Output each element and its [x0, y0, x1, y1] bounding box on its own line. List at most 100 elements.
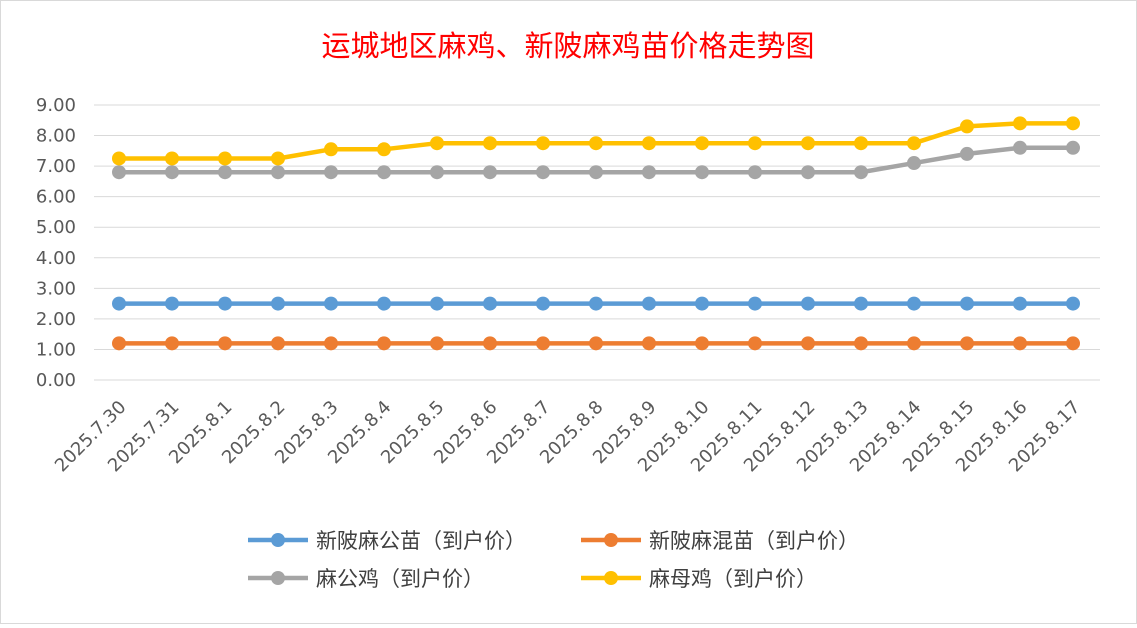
data-point — [642, 136, 656, 151]
legend-label: 新陂麻公苗（到户价） — [316, 529, 526, 553]
data-point — [695, 336, 709, 351]
data-point — [695, 136, 709, 151]
data-point — [112, 165, 126, 180]
data-point — [960, 296, 974, 311]
data-point — [112, 151, 126, 166]
data-point — [854, 336, 868, 351]
legend-item: 麻母鸡（到户价） — [581, 567, 817, 591]
series-1 — [112, 336, 1080, 351]
data-point — [271, 336, 285, 351]
gridlines — [94, 104, 1100, 381]
data-point — [536, 165, 550, 180]
data-point — [589, 336, 603, 351]
data-point — [801, 336, 815, 351]
legend-marker — [271, 533, 285, 547]
series-3 — [112, 116, 1080, 166]
data-point — [165, 165, 179, 180]
data-point — [1066, 336, 1080, 351]
data-point — [324, 165, 338, 180]
data-point — [377, 142, 391, 157]
data-point — [324, 142, 338, 157]
data-point — [1066, 296, 1080, 311]
data-point — [112, 336, 126, 351]
data-point — [801, 296, 815, 311]
series-2 — [112, 140, 1080, 180]
legend-label: 麻母鸡（到户价） — [649, 567, 817, 591]
data-point — [165, 151, 179, 166]
y-tick-label: 9.00 — [36, 95, 76, 116]
data-point — [536, 136, 550, 151]
data-point — [589, 165, 603, 180]
data-point — [483, 336, 497, 351]
data-point — [271, 151, 285, 166]
data-point — [748, 296, 762, 311]
legend: 新陂麻公苗（到户价） 新陂麻混苗（到户价） 麻公鸡（到户价） 麻母鸡（到户价） — [248, 529, 859, 591]
data-point — [642, 165, 656, 180]
y-tick-label: 1.00 — [36, 339, 76, 360]
legend-label: 麻公鸡（到户价） — [316, 567, 484, 591]
legend-item: 新陂麻公苗（到户价） — [248, 529, 526, 553]
data-point — [960, 336, 974, 351]
legend-item: 新陂麻混苗（到户价） — [581, 529, 859, 553]
data-point — [377, 336, 391, 351]
legend-marker — [604, 533, 618, 547]
data-point — [483, 165, 497, 180]
data-point — [801, 165, 815, 180]
data-point — [907, 296, 921, 311]
data-point — [960, 119, 974, 134]
legend-marker — [271, 571, 285, 585]
data-point — [1013, 140, 1027, 155]
data-point — [907, 156, 921, 171]
data-point — [1066, 140, 1080, 155]
data-point — [218, 296, 232, 311]
data-point — [218, 151, 232, 166]
data-point — [218, 165, 232, 180]
data-point — [642, 336, 656, 351]
data-point — [483, 136, 497, 151]
data-point — [907, 336, 921, 351]
data-point — [642, 296, 656, 311]
data-point — [695, 296, 709, 311]
data-point — [695, 165, 709, 180]
data-point — [430, 296, 444, 311]
data-point — [324, 336, 338, 351]
series-lines — [112, 116, 1080, 351]
data-point — [430, 336, 444, 351]
y-axis-tick-labels: 0.00 1.00 2.00 3.00 4.00 5.00 6.00 7.00 8.00 9.00 — [36, 95, 76, 391]
y-tick-label: 5.00 — [36, 217, 76, 238]
data-point — [1013, 296, 1027, 311]
data-point — [271, 296, 285, 311]
data-point — [854, 136, 868, 151]
data-point — [430, 136, 444, 151]
series-0 — [112, 296, 1080, 311]
data-point — [536, 296, 550, 311]
data-point — [1013, 116, 1027, 131]
data-point — [430, 165, 444, 180]
data-point — [907, 136, 921, 151]
data-point — [377, 165, 391, 180]
y-tick-label: 6.00 — [36, 187, 76, 208]
data-point — [748, 136, 762, 151]
data-point — [589, 296, 603, 311]
data-point — [589, 136, 603, 151]
legend-item: 麻公鸡（到户价） — [248, 567, 484, 591]
data-point — [960, 146, 974, 161]
legend-label: 新陂麻混苗（到户价） — [649, 529, 859, 553]
data-point — [324, 296, 338, 311]
data-point — [748, 165, 762, 180]
y-tick-label: 7.00 — [36, 156, 76, 177]
data-point — [377, 296, 391, 311]
y-tick-label: 4.00 — [36, 248, 76, 269]
data-point — [271, 165, 285, 180]
data-point — [218, 336, 232, 351]
y-tick-label: 2.00 — [36, 309, 76, 330]
data-point — [112, 296, 126, 311]
y-tick-label: 3.00 — [36, 278, 76, 299]
chart-title: 运城地区麻鸡、新陂麻鸡苗价格走势图 — [321, 29, 814, 63]
y-tick-label: 0.00 — [36, 370, 76, 391]
data-point — [536, 336, 550, 351]
data-point — [165, 296, 179, 311]
